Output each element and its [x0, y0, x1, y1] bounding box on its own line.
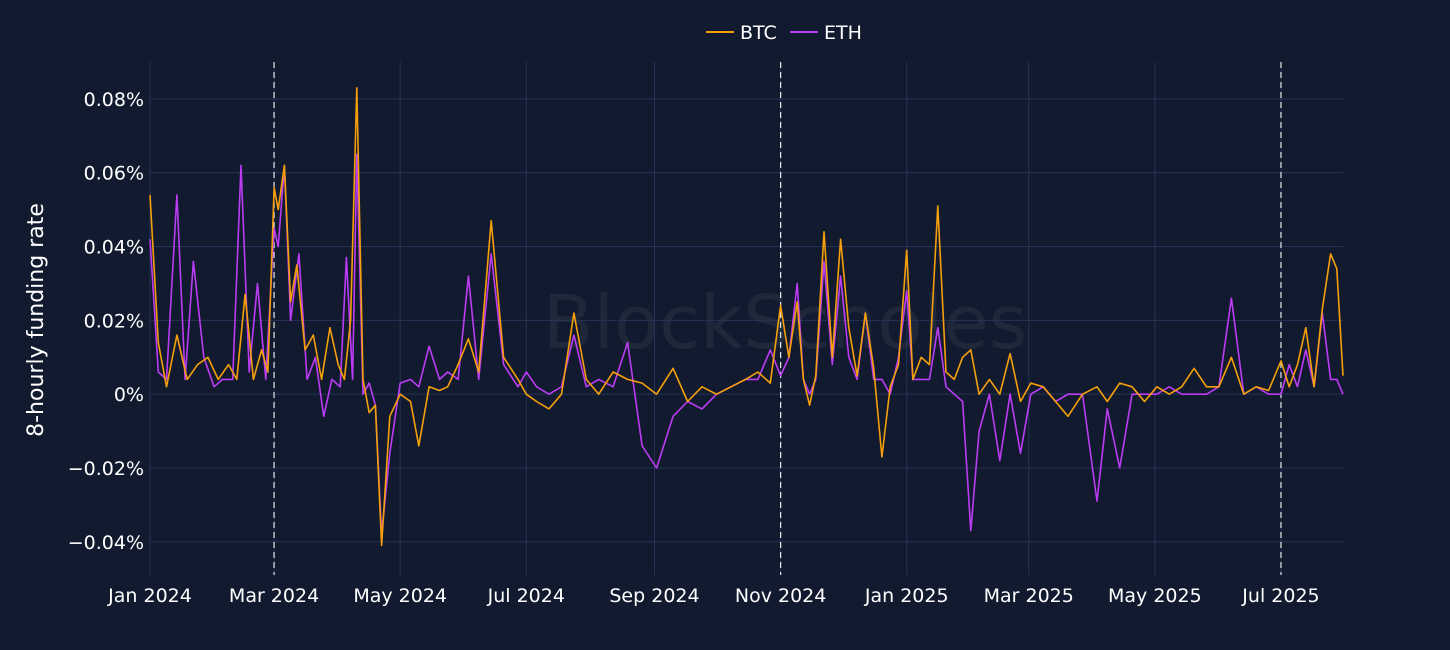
y-tick-label: 0.04% [84, 237, 144, 259]
y-tick-label: −0.02% [68, 458, 144, 480]
series-lines [149, 87, 1344, 547]
x-tick-label: Jan 2024 [107, 585, 192, 607]
x-tick-label: Sep 2024 [609, 585, 699, 607]
y-tick-label: 0% [114, 384, 144, 406]
x-tick-label: Jul 2025 [1241, 585, 1319, 607]
vertical-gridlines [149, 62, 1282, 575]
x-tick-label: May 2025 [1108, 585, 1202, 607]
y-axis-tick-labels: −0.04% −0.02% 0% 0.02% 0.04% 0.06% 0.08% [68, 89, 144, 554]
x-tick-label: Mar 2025 [984, 585, 1074, 607]
y-tick-label: 0.02% [84, 310, 144, 332]
dashed-reference-lines [273, 62, 1282, 575]
y-tick-label: −0.04% [68, 532, 144, 554]
x-tick-label: Jan 2025 [864, 585, 949, 607]
series-line-btc [149, 87, 1344, 547]
legend: BTC ETH [706, 22, 862, 44]
x-tick-label: Nov 2024 [735, 585, 826, 607]
x-axis-tick-labels: Jan 2024 Mar 2024 May 2024 Jul 2024 Sep 2024… [107, 585, 1319, 607]
y-tick-label: 0.06% [84, 163, 144, 185]
x-tick-label: Jul 2024 [487, 585, 565, 607]
x-tick-label: May 2024 [353, 585, 447, 607]
x-tick-label: Mar 2024 [229, 585, 319, 607]
series-line-eth [149, 153, 1344, 536]
legend-label-eth: ETH [824, 22, 862, 44]
y-tick-label: 0.08% [84, 89, 144, 111]
watermark-text: BlockScholes [543, 280, 1028, 366]
y-axis-title: 8-hourly funding rate [24, 203, 49, 437]
legend-label-btc: BTC [740, 22, 777, 44]
legend-item-eth[interactable]: ETH [790, 22, 862, 44]
legend-item-btc[interactable]: BTC [706, 22, 777, 44]
